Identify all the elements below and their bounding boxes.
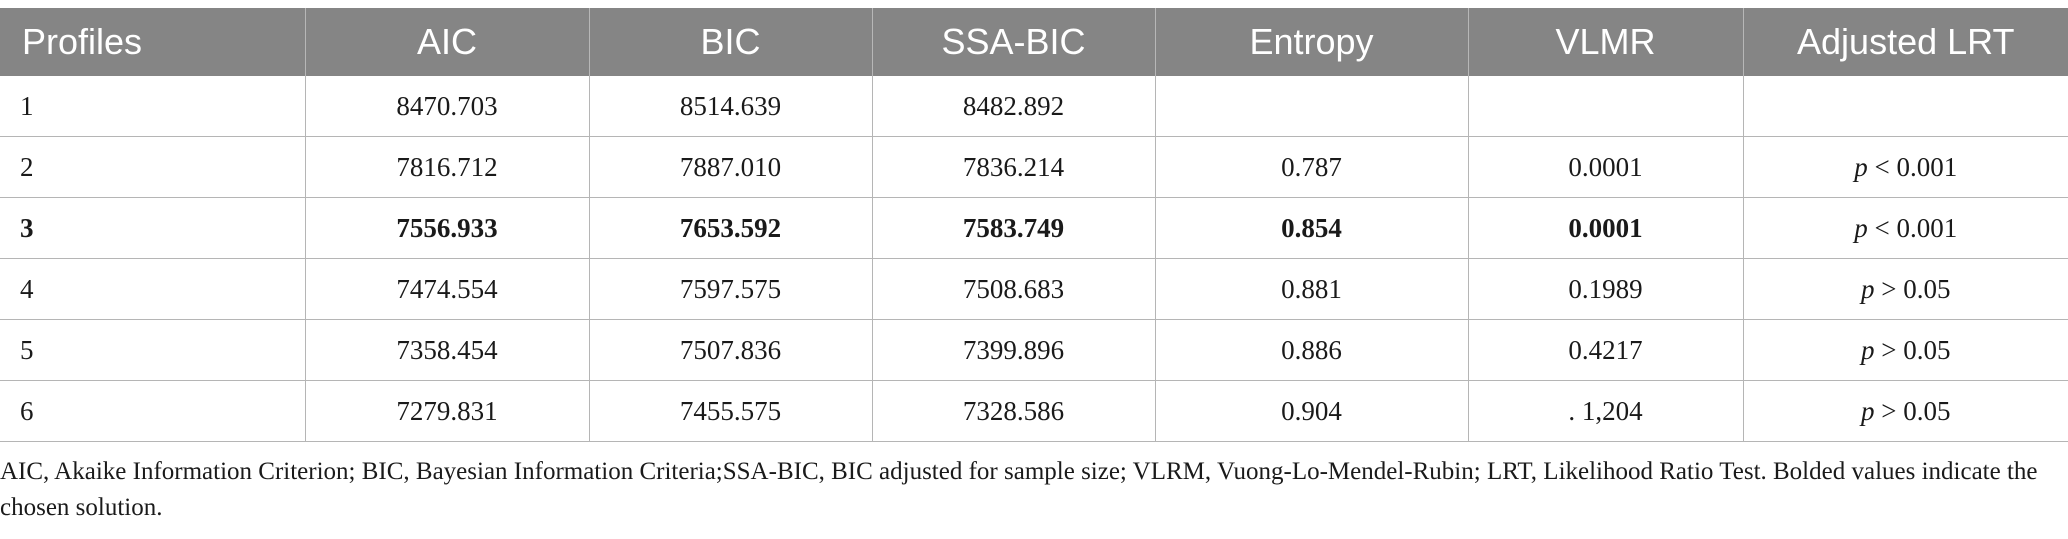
- cell-aic: 7358.454: [304, 319, 589, 381]
- cell-profile: 4: [0, 258, 305, 320]
- cell-adjusted-lrt: p > 0.05: [1742, 380, 2068, 442]
- cell-adjusted-lrt: [1742, 76, 2068, 137]
- cell-vlmr: 0.0001: [1467, 136, 1743, 198]
- cell-bic: 8514.639: [588, 76, 872, 137]
- cell-adjusted-lrt: p > 0.05: [1742, 258, 2068, 320]
- cell-bic: 7507.836: [588, 319, 872, 381]
- cell-adjusted-lrt: p > 0.05: [1742, 319, 2068, 381]
- cell-aic: 7279.831: [304, 380, 589, 442]
- cell-ssa-bic: 7508.683: [871, 258, 1155, 320]
- lrt-p-symbol: p: [1861, 273, 1875, 304]
- cell-vlmr: . 1,204: [1467, 380, 1743, 442]
- cell-vlmr: 0.1989: [1467, 258, 1743, 320]
- header-vlmr: VLMR: [1467, 8, 1743, 76]
- header-profiles: Profiles: [0, 8, 305, 76]
- table-row: 1 8470.703 8514.639 8482.892: [0, 76, 2068, 137]
- cell-adjusted-lrt: p < 0.001: [1742, 136, 2068, 198]
- header-entropy: Entropy: [1154, 8, 1468, 76]
- cell-aic: 8470.703: [304, 76, 589, 137]
- cell-vlmr: [1467, 76, 1743, 137]
- cell-entropy: 0.886: [1154, 319, 1468, 381]
- header-aic: AIC: [304, 8, 589, 76]
- header-adjusted-lrt: Adjusted LRT: [1742, 8, 2068, 76]
- table-row: 5 7358.454 7507.836 7399.896 0.886 0.421…: [0, 319, 2068, 381]
- cell-bic: 7455.575: [588, 380, 872, 442]
- lrt-p-symbol: p: [1861, 395, 1875, 426]
- lrt-p-symbol: p: [1861, 334, 1875, 365]
- header-ssa-bic: SSA-BIC: [871, 8, 1155, 76]
- cell-ssa-bic: 7399.896: [871, 319, 1155, 381]
- cell-entropy: 0.854: [1154, 197, 1468, 259]
- lrt-threshold: < 0.001: [1867, 212, 1958, 243]
- cell-ssa-bic: 8482.892: [871, 76, 1155, 137]
- lrt-threshold: > 0.05: [1874, 334, 1951, 365]
- lrt-threshold: < 0.001: [1867, 151, 1958, 182]
- latent-profile-fit-table: Profiles AIC BIC SSA-BIC Entropy VLMR Ad…: [0, 8, 2068, 442]
- cell-ssa-bic: 7583.749: [871, 197, 1155, 259]
- cell-profile: 2: [0, 136, 305, 198]
- lrt-threshold: > 0.05: [1874, 395, 1951, 426]
- cell-bic: 7653.592: [588, 197, 872, 259]
- cell-vlmr: 0.4217: [1467, 319, 1743, 381]
- cell-aic: 7556.933: [304, 197, 589, 259]
- header-bic: BIC: [588, 8, 872, 76]
- lrt-p-symbol: p: [1854, 212, 1868, 243]
- cell-bic: 7597.575: [588, 258, 872, 320]
- cell-ssa-bic: 7328.586: [871, 380, 1155, 442]
- cell-aic: 7474.554: [304, 258, 589, 320]
- profiles-table-container: Profiles AIC BIC SSA-BIC Entropy VLMR Ad…: [0, 8, 2068, 442]
- cell-profile: 1: [0, 76, 305, 137]
- table-row: 6 7279.831 7455.575 7328.586 0.904 . 1,2…: [0, 380, 2068, 442]
- cell-ssa-bic: 7836.214: [871, 136, 1155, 198]
- cell-adjusted-lrt: p < 0.001: [1742, 197, 2068, 259]
- cell-entropy: 0.904: [1154, 380, 1468, 442]
- lrt-p-symbol: p: [1854, 151, 1868, 182]
- table-row: 2 7816.712 7887.010 7836.214 0.787 0.000…: [0, 136, 2068, 198]
- table-row-chosen-solution: 3 7556.933 7653.592 7583.749 0.854 0.000…: [0, 197, 2068, 259]
- cell-profile: 6: [0, 380, 305, 442]
- table-footnote: AIC, Akaike Information Criterion; BIC, …: [0, 458, 2038, 521]
- table-header: Profiles AIC BIC SSA-BIC Entropy VLMR Ad…: [0, 8, 2068, 76]
- table-row: 4 7474.554 7597.575 7508.683 0.881 0.198…: [0, 258, 2068, 320]
- lrt-threshold: > 0.05: [1874, 273, 1951, 304]
- cell-entropy: 0.881: [1154, 258, 1468, 320]
- cell-bic: 7887.010: [588, 136, 872, 198]
- cell-entropy: 0.787: [1154, 136, 1468, 198]
- cell-profile: 5: [0, 319, 305, 381]
- header-row: Profiles AIC BIC SSA-BIC Entropy VLMR Ad…: [0, 8, 2068, 76]
- table-body: 1 8470.703 8514.639 8482.892 2 7816.712 …: [0, 76, 2068, 442]
- cell-vlmr: 0.0001: [1467, 197, 1743, 259]
- cell-entropy: [1154, 76, 1468, 137]
- cell-profile: 3: [0, 197, 305, 259]
- cell-aic: 7816.712: [304, 136, 589, 198]
